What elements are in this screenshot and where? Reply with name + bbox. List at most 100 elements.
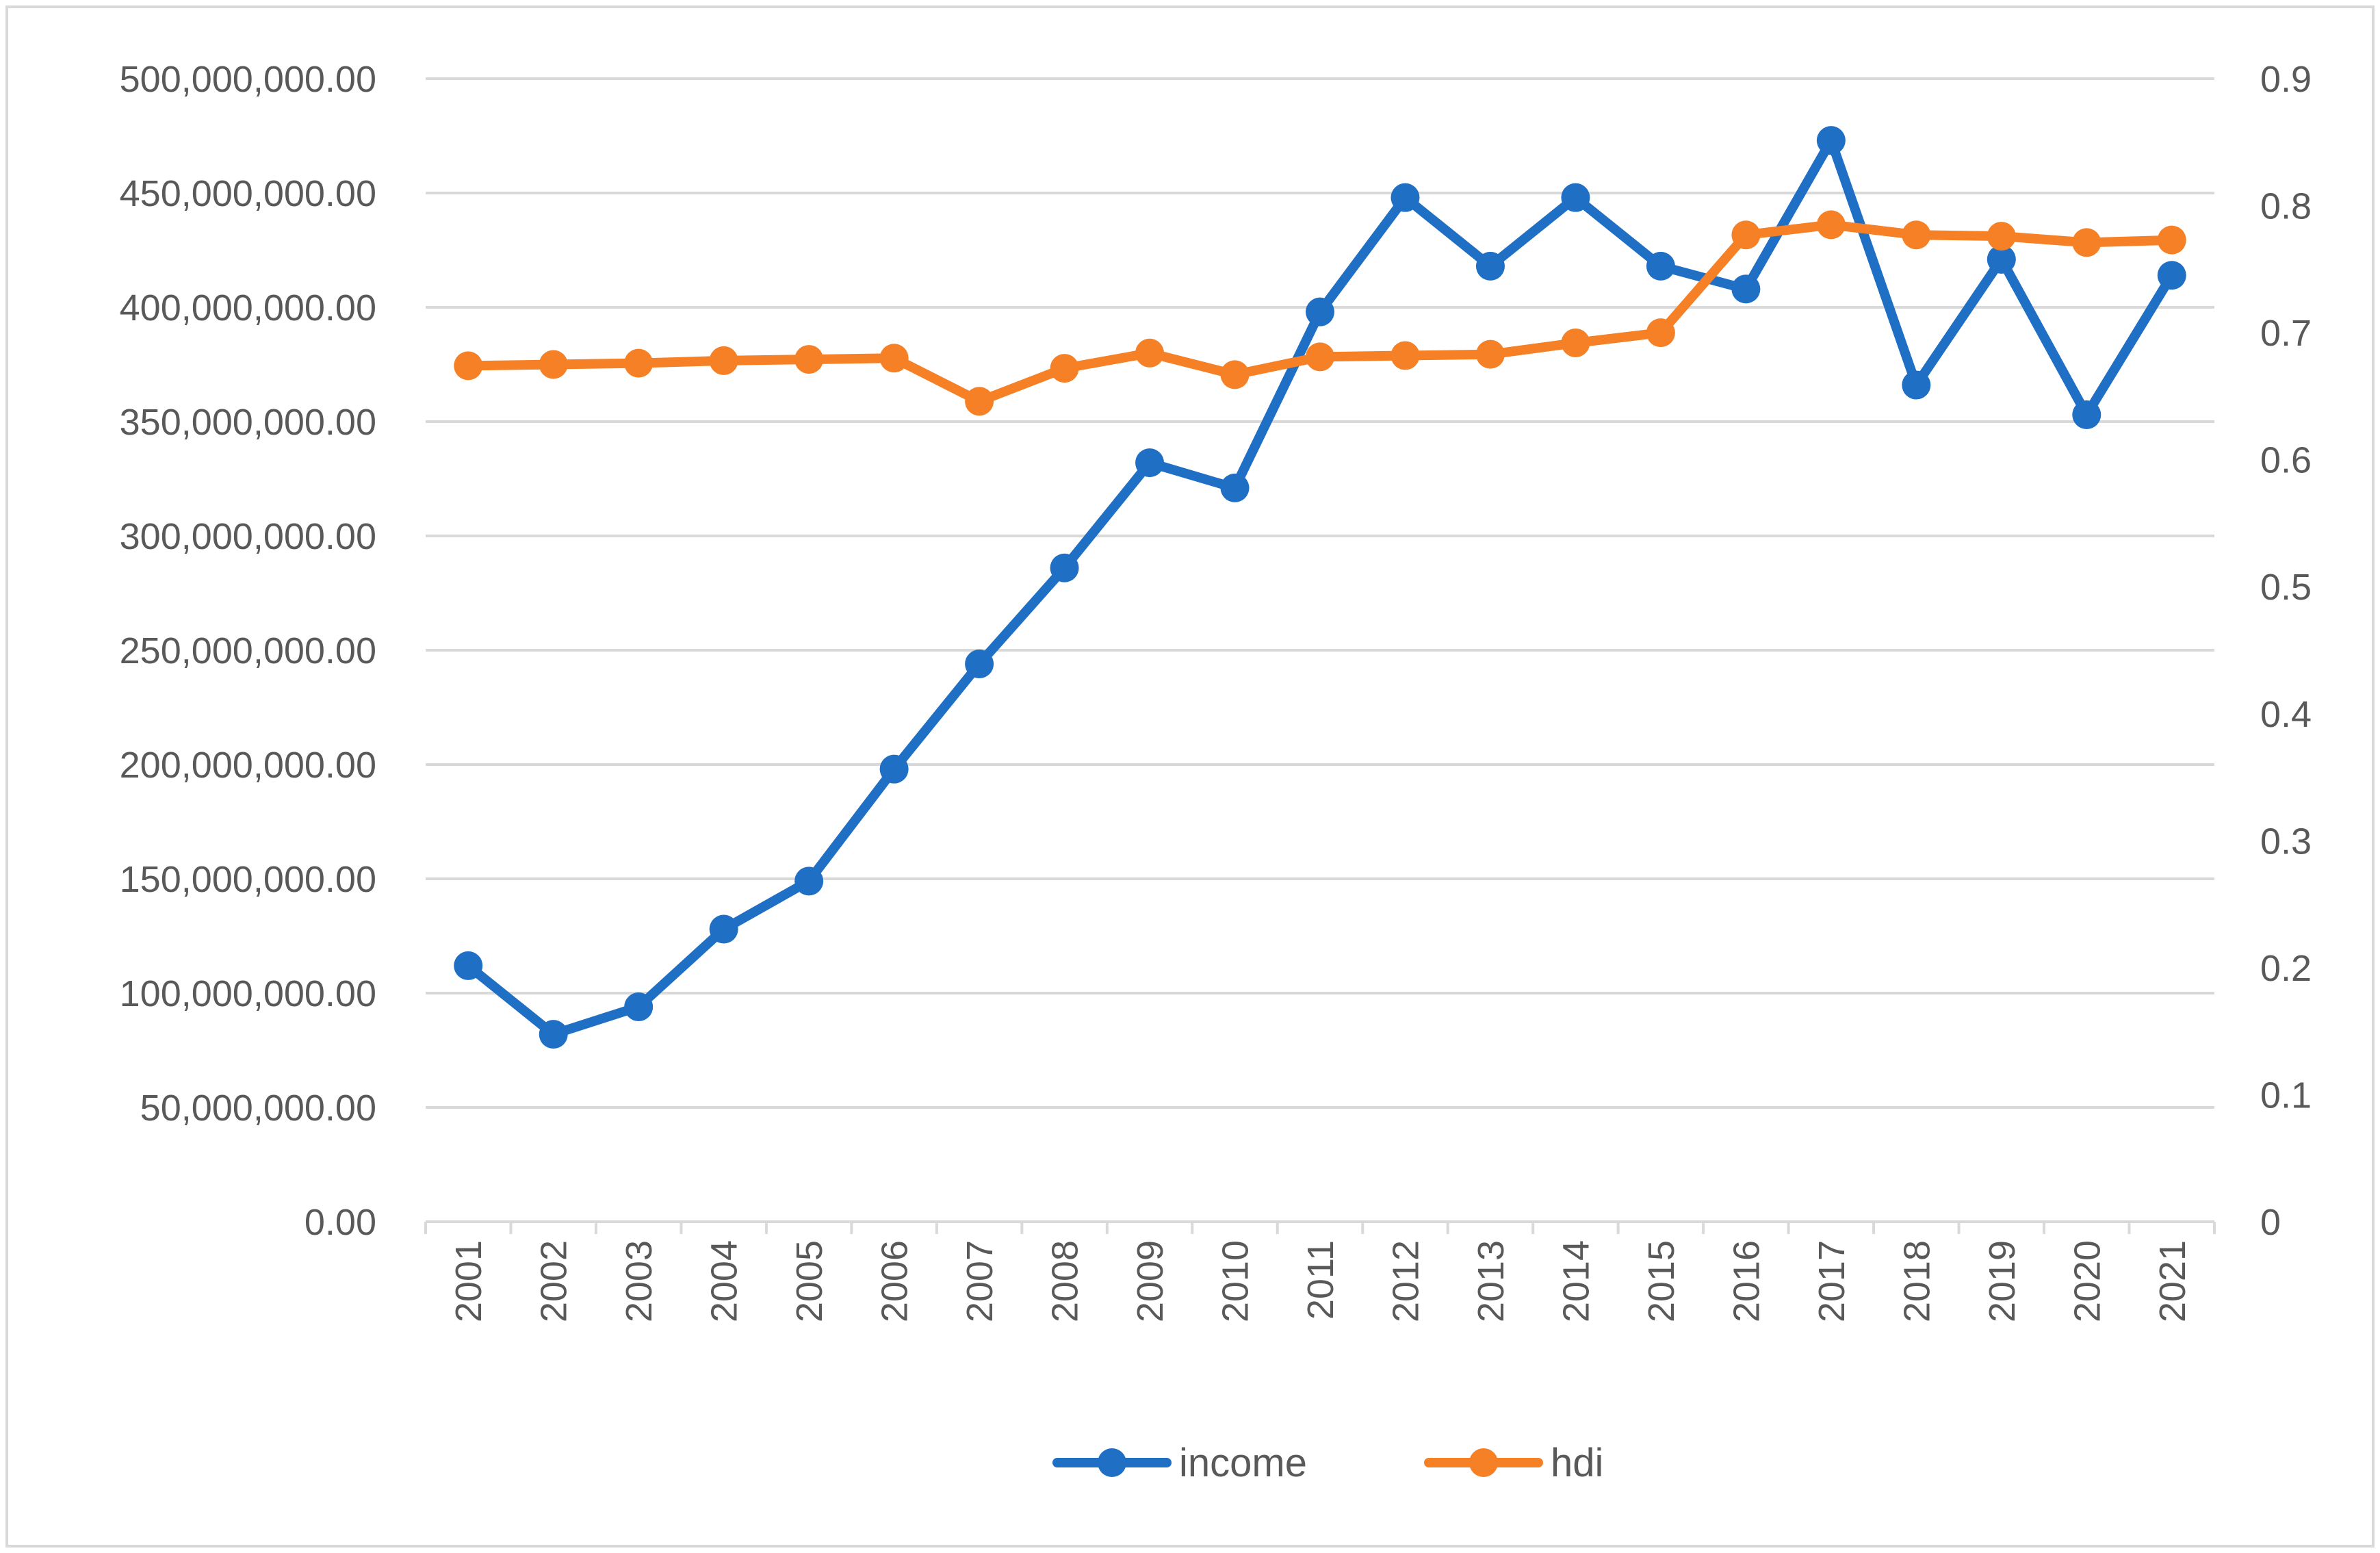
x-tick-label: 2009 xyxy=(1130,1240,1171,1322)
x-tick-label: 2008 xyxy=(1045,1240,1086,1322)
x-tick-label: 2019 xyxy=(1982,1240,2023,1322)
right-tick-label: 0.8 xyxy=(2260,186,2312,227)
left-tick-label: 500,000,000.00 xyxy=(120,59,376,100)
hdi-point xyxy=(1646,318,1675,348)
hdi-point xyxy=(539,350,568,379)
income-point xyxy=(1135,448,1165,478)
x-tick-label: 2012 xyxy=(1385,1240,1426,1322)
hdi-point xyxy=(794,345,824,374)
income-point xyxy=(1902,370,1931,400)
income-point xyxy=(1731,274,1761,304)
hdi-point xyxy=(1050,354,1079,383)
x-tick-label: 2015 xyxy=(1641,1240,1682,1322)
x-tick-label: 2017 xyxy=(1811,1240,1852,1322)
income-point xyxy=(1816,126,1846,155)
income-point xyxy=(965,650,994,679)
hdi-point xyxy=(1902,220,1931,250)
legend-entry-income: income xyxy=(1052,1441,1307,1485)
hdi-point xyxy=(454,351,483,381)
x-tick-label: 2020 xyxy=(2067,1240,2108,1322)
legend-swatch-marker xyxy=(1098,1448,1126,1477)
right-tick-label: 0.6 xyxy=(2260,440,2312,481)
x-tick-label: 2018 xyxy=(1896,1240,1937,1322)
income-point xyxy=(454,951,483,980)
income-point xyxy=(879,754,909,784)
x-tick-label: 2002 xyxy=(534,1240,575,1322)
income-point xyxy=(1306,297,1334,326)
x-tick-label: 2007 xyxy=(959,1240,1000,1322)
legend-label: income xyxy=(1179,1441,1307,1485)
x-tick-label: 2001 xyxy=(448,1240,489,1322)
hdi-point xyxy=(2072,228,2101,257)
series-group xyxy=(454,126,2186,1049)
left-tick-label: 450,000,000.00 xyxy=(120,173,376,214)
left-tick-label: 200,000,000.00 xyxy=(120,745,376,786)
income-point xyxy=(1220,473,1250,502)
income-point xyxy=(794,867,824,896)
x-tick-label: 2006 xyxy=(875,1240,916,1322)
x-tick-label: 2016 xyxy=(1726,1240,1767,1322)
income-point xyxy=(1561,183,1590,212)
hdi-point xyxy=(1391,341,1420,370)
x-tick-label: 2011 xyxy=(1300,1240,1341,1320)
hdi-point xyxy=(1135,338,1165,368)
left-tick-label: 250,000,000.00 xyxy=(120,630,376,671)
hdi-point xyxy=(709,346,738,375)
x-tick-label: 2004 xyxy=(704,1240,745,1322)
income-point xyxy=(624,992,654,1022)
right-tick-label: 0.3 xyxy=(2260,821,2312,862)
hdi-point xyxy=(2157,225,2186,255)
right-tick-label: 0.1 xyxy=(2260,1075,2312,1116)
left-tick-label: 300,000,000.00 xyxy=(120,516,376,557)
legend-label: hdi xyxy=(1551,1441,1603,1485)
left-tick-label: 150,000,000.00 xyxy=(120,859,376,900)
x-tick-label: 2014 xyxy=(1555,1240,1596,1322)
right-tick-label: 0.9 xyxy=(2260,59,2312,100)
x-axis-ticks: 2001 2002 2003 2004 2005 2006 2007 2008 2009 2010… xyxy=(448,1240,2193,1322)
left-tick-label: 50,000,000.00 xyxy=(140,1088,376,1129)
hdi-point xyxy=(1731,220,1761,250)
right-tick-label: 0.7 xyxy=(2260,313,2312,354)
hdi-point xyxy=(1306,342,1334,372)
legend-entry-hdi: hdi xyxy=(1424,1441,1603,1485)
left-tick-label: 350,000,000.00 xyxy=(120,402,376,443)
income-point xyxy=(539,1020,568,1049)
left-axis-ticks: 0.00 50,000,000.00 100,000,000.00 150,000,0… xyxy=(120,59,376,1243)
hdi-point xyxy=(1220,360,1250,389)
income-point xyxy=(2072,400,2101,429)
income-point xyxy=(1391,183,1420,212)
chart-border xyxy=(5,5,2375,1548)
left-tick-label: 400,000,000.00 xyxy=(120,287,376,329)
x-axis xyxy=(424,1220,2216,1234)
right-tick-label: 0.4 xyxy=(2260,694,2312,735)
hdi-point xyxy=(1475,339,1505,369)
hdi-point xyxy=(1987,222,2016,251)
legend: income hdi xyxy=(1052,1441,1603,1485)
x-tick-label: 2010 xyxy=(1215,1240,1256,1322)
x-tick-label: 2003 xyxy=(619,1240,660,1322)
x-tick-label: 2021 xyxy=(2152,1240,2193,1322)
x-tick-label: 2005 xyxy=(789,1240,830,1322)
hdi-point xyxy=(1816,210,1846,240)
left-tick-label: 100,000,000.00 xyxy=(120,973,376,1014)
left-tick-label: 0.00 xyxy=(305,1202,376,1243)
right-tick-label: 0.5 xyxy=(2260,567,2312,608)
income-point xyxy=(709,914,738,944)
income-point xyxy=(2157,261,2186,290)
gridlines xyxy=(426,77,2214,1109)
hdi-point xyxy=(965,387,994,416)
hdi-point xyxy=(879,344,909,373)
income-point xyxy=(1475,251,1505,281)
income-point xyxy=(1050,553,1079,582)
income-point xyxy=(1987,244,2016,274)
right-axis-ticks: 0 0.1 0.2 0.3 0.4 0.5 0.6 0.7 0.8 0.9 xyxy=(2260,59,2312,1243)
right-tick-label: 0.2 xyxy=(2260,948,2312,989)
x-tick-label: 2013 xyxy=(1471,1240,1512,1322)
hdi-point xyxy=(624,348,654,378)
right-tick-label: 0 xyxy=(2260,1202,2281,1243)
hdi-point xyxy=(1561,328,1590,357)
legend-swatch-marker xyxy=(1469,1448,1498,1477)
income-point xyxy=(1646,251,1675,281)
